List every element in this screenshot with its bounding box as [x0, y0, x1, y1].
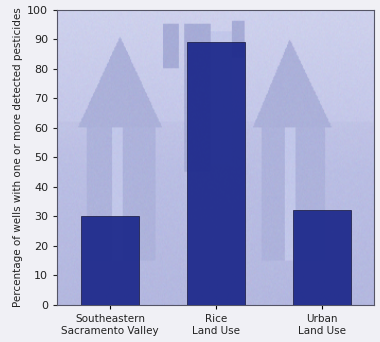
Y-axis label: Percentage of wells with one or more detected pesticides: Percentage of wells with one or more det…: [13, 8, 23, 307]
Bar: [187, 42, 245, 305]
Bar: [293, 210, 351, 305]
Bar: [81, 216, 139, 305]
